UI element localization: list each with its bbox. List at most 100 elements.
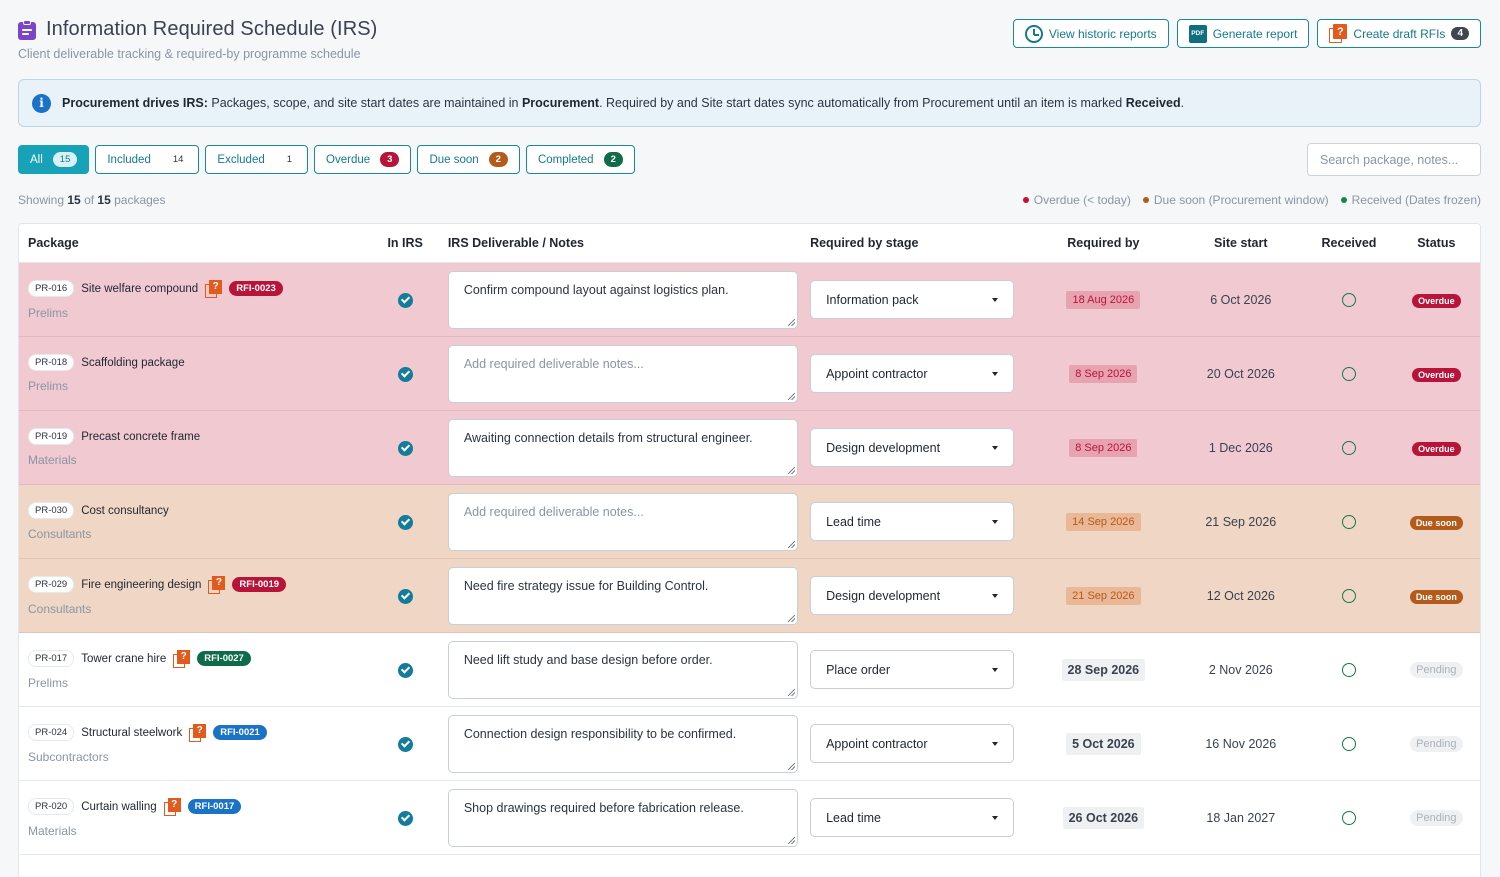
filter-all[interactable]: All 15 (18, 145, 90, 174)
col-status[interactable]: Status (1417, 236, 1456, 250)
filter-due-soon[interactable]: Due soon 2 (417, 145, 520, 174)
rfi-question-icon[interactable]: ? (163, 797, 181, 816)
rfi-badge[interactable]: RFI-0017 (187, 799, 242, 814)
search-input[interactable] (1307, 143, 1481, 176)
chevron-down-icon (992, 371, 999, 376)
deliverable-notes-input[interactable] (447, 418, 798, 477)
rfi-badge[interactable]: RFI-0023 (229, 281, 283, 296)
header-actions: View historic reports PDF Generate repor… (1012, 19, 1481, 48)
table-row[interactable]: PR-024 Structural steelwork ? RFI-0021 S… (19, 707, 1480, 781)
received-toggle[interactable] (1341, 589, 1356, 604)
generate-report-button[interactable]: PDF Generate report (1176, 19, 1310, 48)
package-category: Prelims (28, 675, 69, 690)
package-name: Site welfare compound (81, 282, 199, 295)
in-irs-check-icon[interactable] (397, 292, 413, 308)
table-row[interactable]: PR-019 Precast concrete frame Materials … (19, 411, 1480, 485)
rfi-question-icon[interactable]: ? (173, 649, 191, 668)
col-site-start[interactable]: Site start (1214, 236, 1268, 250)
status-badge: Pending (1410, 736, 1463, 752)
required-stage-select[interactable]: Information pack (810, 280, 1015, 319)
deliverable-notes-input[interactable] (447, 492, 798, 551)
rfi-badge[interactable]: RFI-0019 (232, 577, 287, 592)
package-id: PR-016 (28, 280, 75, 297)
received-toggle[interactable] (1341, 441, 1356, 456)
status-badge: Overdue (1412, 293, 1461, 308)
deliverable-notes-input[interactable] (447, 640, 798, 699)
deliverable-notes-input[interactable] (447, 714, 798, 773)
deliverable-notes-input[interactable] (447, 270, 798, 329)
rfi-badge[interactable]: RFI-0021 (213, 725, 267, 740)
received-toggle[interactable] (1341, 737, 1356, 752)
site-start-date: 1 Dec 2026 (1208, 441, 1273, 455)
col-required-by[interactable]: Required by (1067, 236, 1140, 250)
site-start-date: 18 Jan 2027 (1206, 811, 1276, 825)
required-stage-select[interactable]: Lead time (810, 502, 1015, 541)
required-by-cell: 18 Aug 2026 (1030, 290, 1176, 309)
col-stage[interactable]: Required by stage (810, 236, 919, 250)
col-notes[interactable]: IRS Deliverable / Notes (447, 236, 584, 250)
deliverable-notes-input[interactable] (447, 788, 798, 847)
required-by-date: 14 Sep 2026 (1066, 512, 1141, 531)
in-irs-check-icon[interactable] (397, 810, 413, 826)
in-irs-check-icon[interactable] (397, 440, 413, 456)
received-cell (1305, 292, 1392, 308)
table-row[interactable]: PR-016 Site welfare compound ? RFI-0023 … (19, 263, 1480, 337)
required-by-date: 28 Sep 2026 (1061, 658, 1146, 681)
table-row[interactable]: PR-017 Tower crane hire ? RFI-0027 Preli… (19, 633, 1480, 707)
required-stage-select[interactable]: Appoint contractor (810, 724, 1015, 763)
site-start-date: 16 Nov 2026 (1205, 737, 1277, 751)
col-received[interactable]: Received (1321, 236, 1377, 250)
required-stage-select[interactable]: Appoint contractor (810, 354, 1015, 393)
received-toggle[interactable] (1341, 515, 1356, 530)
create-draft-rfis-button[interactable]: ? Create draft RFIs 4 (1317, 19, 1481, 48)
filter-excluded[interactable]: Excluded 1 (205, 145, 309, 174)
table-row[interactable]: PR-020 Curtain walling ? RFI-0017 Materi… (19, 781, 1480, 855)
rfi-question-icon[interactable]: ? (208, 575, 226, 594)
table-row[interactable]: PR-018 Scaffolding package Prelims Appoi… (19, 337, 1480, 411)
received-toggle[interactable] (1341, 811, 1356, 826)
in-irs-cell (362, 513, 447, 530)
required-by-date: 21 Sep 2026 (1066, 586, 1141, 605)
received-cell (1305, 440, 1392, 456)
required-stage-select[interactable]: Place order (810, 650, 1015, 689)
required-stage-select[interactable]: Lead time (810, 798, 1015, 837)
required-by-cell: 26 Oct 2026 (1030, 806, 1176, 829)
table-row[interactable]: PR-030 Cost consultancy Consultants Lead… (19, 485, 1480, 559)
notes-cell (447, 344, 810, 403)
rfi-badge[interactable]: RFI-0027 (197, 651, 251, 666)
received-toggle[interactable] (1341, 663, 1356, 678)
col-in-irs[interactable]: In IRS (387, 236, 423, 250)
filter-completed[interactable]: Completed 2 (525, 145, 635, 174)
package-id: PR-017 (28, 650, 75, 667)
rfi-question-icon[interactable]: ? (205, 279, 223, 298)
col-package[interactable]: Package (28, 236, 79, 250)
status-cell: Overdue (1393, 292, 1480, 308)
legend-due-soon: Due soon (Procurement window) (1142, 193, 1329, 207)
in-irs-cell (362, 587, 447, 604)
package-category: Materials (28, 823, 77, 838)
deliverable-notes-input[interactable] (447, 344, 798, 403)
page-subtitle: Client deliverable tracking & required-b… (18, 47, 361, 61)
status-cell: Pending (1393, 735, 1480, 752)
stage-cell: Information pack (810, 280, 1030, 319)
deliverable-notes-input[interactable] (447, 566, 798, 625)
required-by-date: 8 Sep 2026 (1069, 438, 1138, 457)
filter-included[interactable]: Included 14 (95, 145, 200, 174)
in-irs-check-icon[interactable] (397, 736, 413, 752)
received-toggle[interactable] (1341, 367, 1356, 382)
view-historic-reports-button[interactable]: View historic reports (1012, 19, 1169, 48)
chevron-down-icon (992, 815, 999, 820)
required-stage-select[interactable]: Design development (810, 428, 1015, 467)
package-cell: PR-030 Cost consultancy Consultants (19, 502, 362, 541)
rfi-question-icon[interactable]: ? (189, 723, 207, 742)
package-id: PR-024 (28, 724, 75, 741)
in-irs-check-icon[interactable] (397, 662, 413, 678)
table-row[interactable]: PR-029 Fire engineering design ? RFI-001… (19, 559, 1480, 633)
in-irs-cell (362, 661, 447, 678)
filter-overdue[interactable]: Overdue 3 (314, 145, 412, 174)
in-irs-check-icon[interactable] (397, 588, 413, 604)
required-stage-select[interactable]: Design development (810, 576, 1015, 615)
received-toggle[interactable] (1341, 293, 1356, 308)
in-irs-check-icon[interactable] (397, 366, 413, 382)
in-irs-check-icon[interactable] (397, 514, 413, 530)
